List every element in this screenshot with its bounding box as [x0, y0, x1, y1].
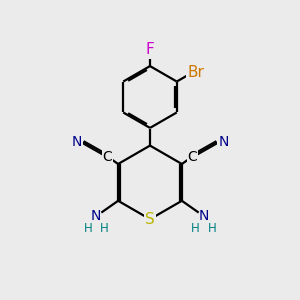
Text: C: C	[103, 149, 112, 164]
Text: N: N	[199, 209, 209, 224]
Text: N: N	[91, 209, 101, 224]
Text: Br: Br	[187, 65, 204, 80]
Text: H: H	[191, 222, 200, 235]
Text: H: H	[100, 222, 109, 235]
Text: N: N	[218, 135, 229, 149]
Text: H: H	[208, 222, 217, 235]
Text: H: H	[83, 222, 92, 235]
Text: C: C	[188, 149, 197, 164]
Text: N: N	[71, 135, 82, 149]
Text: S: S	[145, 212, 155, 227]
Text: F: F	[146, 42, 154, 57]
